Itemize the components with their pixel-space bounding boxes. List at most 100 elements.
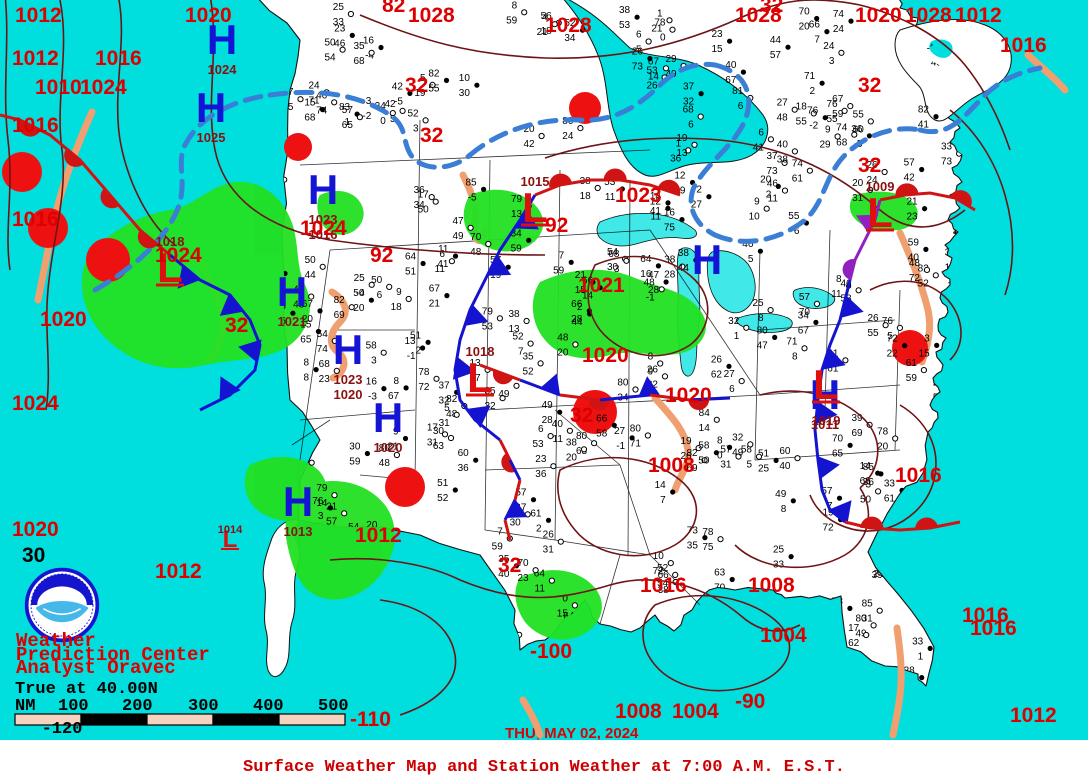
svg-text:60: 60 xyxy=(779,446,791,457)
svg-text:40: 40 xyxy=(777,139,789,150)
svg-text:64: 64 xyxy=(640,254,652,265)
svg-text:82: 82 xyxy=(334,295,346,306)
svg-text:67: 67 xyxy=(798,325,810,336)
svg-text:59: 59 xyxy=(492,542,504,553)
svg-text:42: 42 xyxy=(392,81,404,92)
svg-text:40: 40 xyxy=(552,419,564,430)
svg-text:11: 11 xyxy=(768,194,779,205)
svg-text:1016: 1016 xyxy=(1000,34,1047,57)
svg-text:67: 67 xyxy=(429,284,441,295)
svg-text:18: 18 xyxy=(580,191,592,202)
svg-text:8: 8 xyxy=(304,358,310,369)
svg-text:70: 70 xyxy=(470,232,482,243)
svg-text:23: 23 xyxy=(711,29,723,40)
svg-text:57: 57 xyxy=(904,158,916,169)
svg-text:7: 7 xyxy=(660,495,666,506)
svg-text:24: 24 xyxy=(823,41,835,52)
svg-text:52: 52 xyxy=(657,563,669,574)
svg-text:65: 65 xyxy=(300,335,312,346)
svg-text:3: 3 xyxy=(318,511,324,522)
svg-text:6: 6 xyxy=(636,30,642,41)
svg-text:59: 59 xyxy=(506,15,518,26)
svg-text:47: 47 xyxy=(648,270,660,281)
svg-text:-2: -2 xyxy=(362,111,371,122)
svg-text:H: H xyxy=(283,478,313,525)
svg-text:33: 33 xyxy=(333,17,345,28)
svg-text:59: 59 xyxy=(349,457,361,468)
svg-text:11: 11 xyxy=(831,289,842,300)
svg-text:66: 66 xyxy=(809,20,821,31)
svg-text:63: 63 xyxy=(433,441,445,452)
svg-text:25: 25 xyxy=(752,298,764,309)
svg-text:1024: 1024 xyxy=(300,217,347,240)
svg-text:32: 32 xyxy=(858,154,881,177)
svg-text:34: 34 xyxy=(414,200,426,211)
svg-text:1028: 1028 xyxy=(735,4,782,27)
svg-text:52: 52 xyxy=(437,493,449,504)
svg-text:79: 79 xyxy=(482,306,494,317)
svg-text:5: 5 xyxy=(748,254,754,265)
svg-text:17: 17 xyxy=(848,623,860,634)
svg-text:57: 57 xyxy=(342,105,354,116)
svg-text:55: 55 xyxy=(867,328,879,339)
svg-text:72: 72 xyxy=(887,334,899,345)
svg-text:3: 3 xyxy=(924,333,930,344)
svg-text:7: 7 xyxy=(559,250,565,261)
svg-text:6: 6 xyxy=(688,120,694,131)
svg-text:1020: 1020 xyxy=(334,387,363,402)
svg-text:81: 81 xyxy=(732,86,744,97)
svg-text:32: 32 xyxy=(570,404,593,427)
svg-text:6: 6 xyxy=(758,127,764,138)
svg-text:27: 27 xyxy=(777,98,789,109)
svg-text:55: 55 xyxy=(788,211,800,222)
svg-text:59: 59 xyxy=(832,109,844,120)
svg-text:8: 8 xyxy=(836,274,842,285)
svg-text:68: 68 xyxy=(304,113,316,124)
svg-text:55: 55 xyxy=(853,109,865,120)
svg-text:8: 8 xyxy=(781,504,787,515)
svg-text:64: 64 xyxy=(405,252,417,263)
svg-text:1028: 1028 xyxy=(408,4,455,27)
svg-text:51: 51 xyxy=(437,478,449,489)
svg-text:61: 61 xyxy=(884,493,896,504)
svg-text:H: H xyxy=(373,394,403,441)
svg-text:5: 5 xyxy=(746,460,752,471)
svg-text:61: 61 xyxy=(906,358,918,369)
svg-text:85: 85 xyxy=(465,177,477,188)
svg-text:2: 2 xyxy=(696,185,702,196)
svg-text:23: 23 xyxy=(319,374,331,385)
svg-text:57: 57 xyxy=(770,50,782,61)
svg-text:55: 55 xyxy=(796,116,808,127)
svg-text:1020: 1020 xyxy=(185,4,232,27)
svg-text:25: 25 xyxy=(333,2,345,13)
svg-text:20: 20 xyxy=(877,442,889,453)
svg-text:14: 14 xyxy=(699,423,711,434)
svg-text:2: 2 xyxy=(536,523,542,534)
svg-text:1015: 1015 xyxy=(521,174,550,189)
svg-text:21: 21 xyxy=(326,501,338,512)
svg-text:47: 47 xyxy=(757,340,769,351)
svg-text:72: 72 xyxy=(822,523,834,534)
svg-text:300: 300 xyxy=(188,697,219,716)
svg-text:30: 30 xyxy=(510,517,522,528)
svg-text:30: 30 xyxy=(349,442,361,453)
svg-text:1: 1 xyxy=(918,651,924,662)
svg-text:1028: 1028 xyxy=(545,14,592,37)
svg-text:15: 15 xyxy=(711,44,723,55)
svg-text:1016: 1016 xyxy=(895,464,942,487)
svg-text:11: 11 xyxy=(553,434,564,445)
svg-text:1020: 1020 xyxy=(374,440,403,455)
svg-text:13: 13 xyxy=(404,336,416,347)
svg-text:19: 19 xyxy=(680,436,692,447)
svg-text:20: 20 xyxy=(353,303,365,314)
svg-text:42: 42 xyxy=(904,173,916,184)
svg-text:6: 6 xyxy=(377,290,383,301)
svg-text:32: 32 xyxy=(420,124,443,147)
svg-text:73: 73 xyxy=(766,166,778,177)
svg-text:1: 1 xyxy=(734,331,740,342)
svg-text:1020: 1020 xyxy=(582,344,629,367)
svg-text:3: 3 xyxy=(413,123,419,134)
svg-text:49: 49 xyxy=(452,231,464,242)
svg-text:1008: 1008 xyxy=(648,454,695,477)
svg-text:8: 8 xyxy=(758,313,764,324)
